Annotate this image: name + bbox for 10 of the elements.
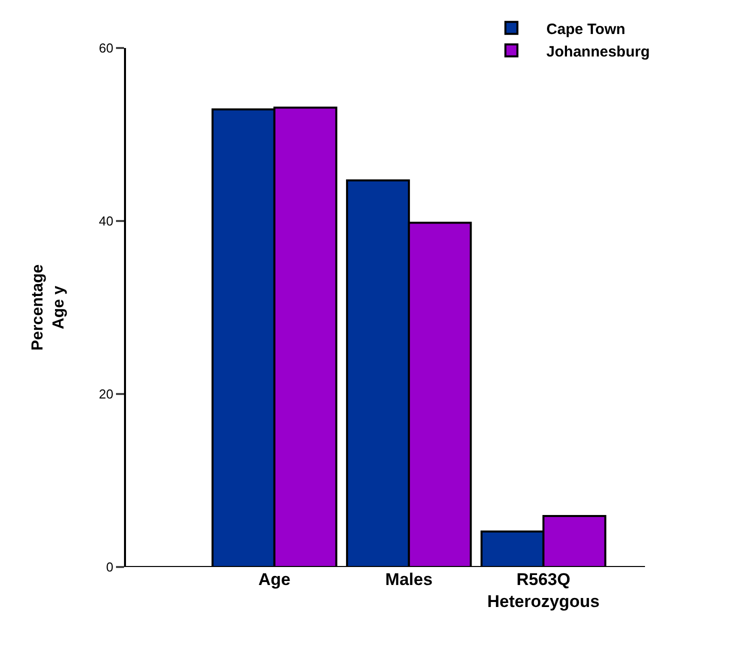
y-tick-label: 60 (98, 40, 114, 56)
y-tick-label: 40 (98, 214, 114, 229)
x-tick-label: Males (385, 570, 433, 589)
y-tick-label: 0 (106, 560, 114, 575)
legend-label: Cape Town (546, 20, 626, 38)
legend-label: Johannesburg (546, 43, 650, 60)
y-axis-title: Percentage Age y (30, 264, 68, 351)
x-tick-label: Age (258, 570, 290, 589)
y-tick-label: 20 (98, 386, 114, 402)
x-tick-label: R563Q Heterozygous (487, 570, 600, 612)
